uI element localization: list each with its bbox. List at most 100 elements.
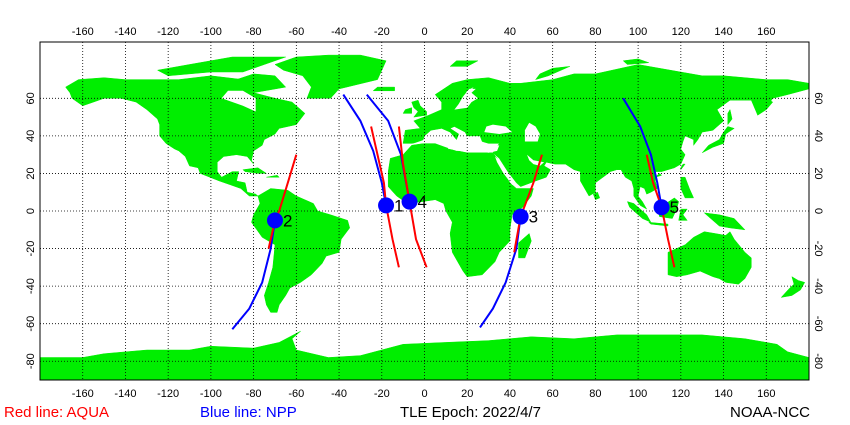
sea-hudson-bay	[221, 90, 256, 112]
land-java	[648, 221, 669, 227]
pass-point-marker	[401, 193, 418, 210]
aqua-track-line	[513, 154, 543, 253]
lon-tick-bottom: 80	[589, 388, 601, 400]
pass-number-label: 1	[394, 196, 403, 215]
tle-epoch-label: TLE Epoch: 2022/4/7	[400, 404, 541, 421]
aqua-track-line	[267, 154, 298, 249]
lon-tick-top: 20	[461, 26, 473, 38]
lon-tick-bottom: -120	[157, 388, 179, 400]
lon-tick-top: 80	[589, 26, 601, 38]
lat-tick-left: -20	[25, 241, 37, 257]
lat-tick-right: -20	[812, 241, 824, 257]
lon-tick-bottom: 140	[714, 388, 732, 400]
aqua-legend: Red line: AQUA	[4, 404, 110, 421]
lon-tick-bottom: 20	[461, 388, 473, 400]
pass-point-marker	[378, 197, 395, 214]
lon-tick-bottom: -80	[246, 388, 262, 400]
pass-number-label: 2	[283, 211, 292, 230]
lon-tick-top: -100	[200, 26, 222, 38]
lon-tick-bottom: -160	[72, 388, 94, 400]
lon-tick-top: -120	[157, 26, 179, 38]
pass-number-label: 5	[670, 198, 679, 217]
sea-red-sea	[495, 156, 517, 187]
lon-tick-top: 140	[714, 26, 732, 38]
sea-caspian-sea	[524, 122, 540, 142]
lon-tick-top: -20	[374, 26, 390, 38]
lon-tick-bottom: 100	[629, 388, 647, 400]
lat-tick-right: 60	[812, 92, 824, 104]
land-baffin	[236, 73, 287, 93]
lon-tick-bottom: 120	[672, 388, 690, 400]
land-japan	[702, 126, 735, 154]
lon-tick-bottom: -40	[331, 388, 347, 400]
pass-point-marker	[653, 199, 670, 216]
lat-tick-left: -40	[25, 278, 37, 294]
pass-number-label: 4	[418, 193, 427, 212]
lon-tick-top: 160	[757, 26, 775, 38]
lon-tick-bottom: -20	[374, 388, 390, 400]
lat-tick-right: 40	[812, 130, 824, 142]
lon-tick-top: -60	[288, 26, 304, 38]
pass-point-marker	[266, 212, 283, 229]
lon-tick-top: 60	[547, 26, 559, 38]
land-britain	[411, 99, 427, 118]
npp-track-line	[479, 216, 522, 328]
sea-black-sea	[484, 124, 513, 134]
land-new-zealand	[780, 276, 806, 298]
lat-tick-left: -60	[25, 316, 37, 332]
lon-tick-top: 40	[504, 26, 516, 38]
land-iceland	[372, 86, 395, 92]
lon-tick-top: 100	[629, 26, 647, 38]
sea-gulf-of-bothnia	[463, 87, 474, 99]
npp-track-line	[622, 97, 663, 208]
land-australia	[667, 231, 752, 285]
lat-tick-right: 0	[812, 208, 824, 214]
pass-number-label: 3	[529, 208, 538, 227]
map-frame	[39, 41, 810, 381]
sea-baltic-sea	[454, 88, 478, 110]
credit-label: NOAA-NCC	[730, 404, 811, 421]
lat-tick-right: -40	[812, 278, 824, 294]
lon-tick-bottom: 160	[757, 388, 775, 400]
lat-tick-right: -80	[812, 353, 824, 369]
lon-tick-top: -40	[331, 26, 347, 38]
lat-tick-left: 60	[25, 92, 37, 104]
land-severnaya	[622, 58, 649, 65]
npp-track-line	[231, 220, 276, 330]
lat-tick-left: 40	[25, 130, 37, 142]
npp-legend: Blue line: NPP	[200, 404, 297, 421]
lon-tick-bottom: -100	[200, 388, 222, 400]
land-antarctica	[39, 330, 810, 381]
lon-tick-bottom: -140	[114, 388, 136, 400]
lon-tick-top: 120	[672, 26, 690, 38]
lon-tick-top: 0	[421, 26, 427, 38]
lon-tick-bottom: 60	[547, 388, 559, 400]
land-canada-islands	[156, 56, 286, 77]
lon-tick-top: -140	[114, 26, 136, 38]
lon-tick-bottom: 0	[421, 388, 427, 400]
npp-track-line	[342, 94, 388, 206]
land-madagascar	[518, 233, 532, 259]
land-greenland	[274, 54, 387, 99]
lon-tick-top: -160	[72, 26, 94, 38]
aqua-track-line	[370, 126, 400, 268]
lon-tick-top: -80	[246, 26, 262, 38]
land-ireland	[402, 107, 412, 114]
land-sakhalin	[727, 108, 733, 126]
lon-tick-bottom: -60	[288, 388, 304, 400]
land-eurasia	[402, 64, 810, 210]
pass-point-marker	[512, 208, 529, 225]
lat-tick-left: -80	[25, 353, 37, 369]
land-kamchatka	[757, 98, 774, 116]
land-svalbard	[449, 60, 479, 67]
lon-tick-bottom: 40	[504, 388, 516, 400]
land-philippines	[680, 176, 694, 199]
land-hispaniola	[266, 175, 280, 178]
lat-tick-right: -60	[812, 316, 824, 332]
lat-tick-right: 20	[812, 167, 824, 179]
sea-mediterranean	[413, 139, 500, 153]
lat-lon-grid	[40, 42, 809, 380]
axis-tick-labels: -160 -160 -140 -140 -120 -120 -100 -100 -80 -80 -6…	[25, 26, 824, 400]
lat-tick-left: 0	[25, 208, 37, 214]
